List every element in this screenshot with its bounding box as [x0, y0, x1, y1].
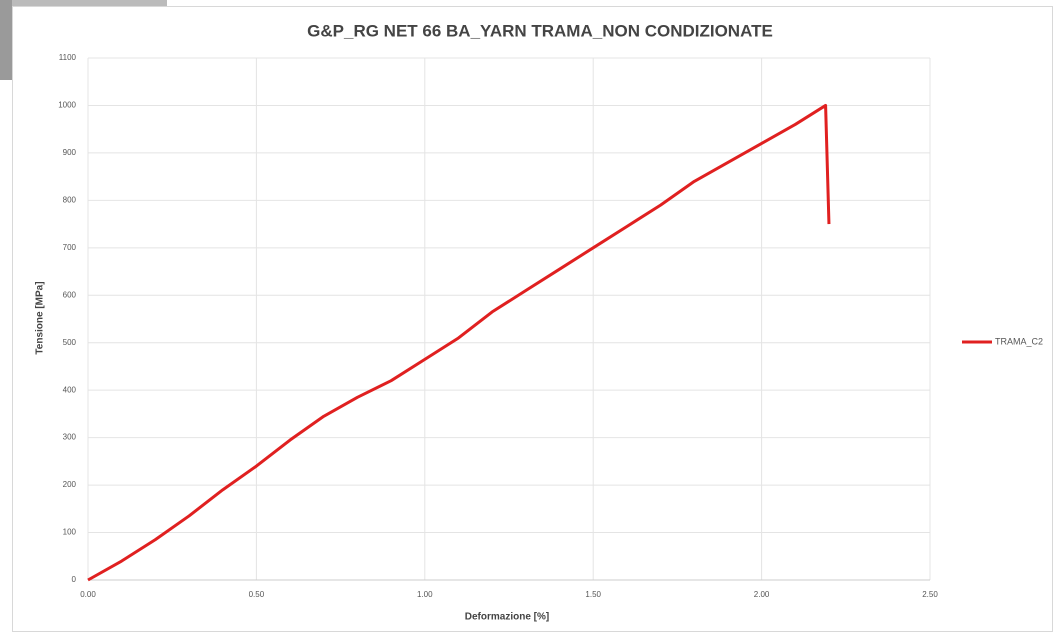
- y-tick-label: 1100: [59, 53, 77, 62]
- y-tick-label: 300: [63, 433, 77, 442]
- y-tick-label: 700: [63, 243, 77, 252]
- x-tick-label: 2.00: [754, 590, 770, 599]
- chart-border: [12, 6, 1053, 632]
- y-tick-label: 400: [63, 385, 77, 394]
- y-axis-label: Tensione [MPa]: [35, 281, 46, 354]
- chart-title: G&P_RG NET 66 BA_YARN TRAMA_NON CONDIZIO…: [307, 21, 773, 40]
- y-tick-label: 1000: [58, 101, 76, 110]
- y-tick-label: 200: [63, 480, 77, 489]
- y-tick-label: 600: [63, 290, 77, 299]
- x-tick-label: 1.00: [417, 590, 433, 599]
- y-tick-label: 900: [63, 148, 77, 157]
- y-tick-label: 800: [63, 195, 77, 204]
- x-tick-label: 0.50: [249, 590, 265, 599]
- x-tick-label: 1.50: [585, 590, 601, 599]
- x-tick-label: 2.50: [922, 590, 938, 599]
- x-axis-label: Deformazione [%]: [465, 612, 549, 623]
- x-tick-label: 0.00: [80, 590, 96, 599]
- corner-image: [0, 0, 12, 80]
- corner-image: [12, 0, 167, 6]
- data-line: [87, 103, 831, 582]
- y-tick-label: 500: [63, 338, 77, 347]
- legend-label: TRAMA_C2: [995, 336, 1043, 346]
- y-tick-label: 0: [72, 575, 77, 584]
- y-tick-label: 100: [63, 528, 77, 537]
